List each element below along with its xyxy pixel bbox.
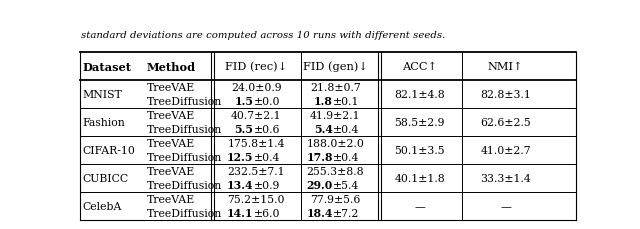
Text: 40.7±2.1: 40.7±2.1 (231, 110, 282, 120)
Text: ±0.4: ±0.4 (253, 152, 280, 162)
Text: TreeDiffusion: TreeDiffusion (147, 152, 222, 162)
Text: 12.5: 12.5 (227, 152, 253, 162)
Text: 5.4: 5.4 (314, 124, 333, 135)
Text: 40.1±1.8: 40.1±1.8 (394, 173, 445, 183)
Text: 255.3±8.8: 255.3±8.8 (307, 166, 364, 176)
Text: 50.1±3.5: 50.1±3.5 (394, 145, 445, 155)
Text: CelebA: CelebA (83, 201, 122, 211)
Text: Fashion: Fashion (83, 117, 125, 127)
Text: standard deviations are computed across 10 runs with different seeds.: standard deviations are computed across … (81, 31, 446, 40)
Text: ±0.1: ±0.1 (333, 96, 360, 106)
Text: 18.4: 18.4 (307, 207, 333, 218)
Text: 62.6±2.5: 62.6±2.5 (480, 117, 531, 127)
Text: 82.1±4.8: 82.1±4.8 (394, 89, 445, 99)
Text: ±5.4: ±5.4 (333, 180, 359, 190)
Text: CIFAR-10: CIFAR-10 (83, 145, 135, 155)
Text: —: — (500, 201, 511, 211)
Text: MNIST: MNIST (83, 89, 122, 99)
Text: ±0.4: ±0.4 (333, 124, 359, 134)
Text: TreeVAE: TreeVAE (147, 110, 195, 120)
Text: 29.0: 29.0 (307, 179, 333, 190)
Text: —: — (414, 201, 425, 211)
Text: TreeVAE: TreeVAE (147, 82, 195, 92)
Text: 1.5: 1.5 (235, 96, 253, 107)
Text: TreeDiffusion: TreeDiffusion (147, 124, 222, 134)
Text: TreeDiffusion: TreeDiffusion (147, 96, 222, 106)
Text: FID (gen)↓: FID (gen)↓ (303, 61, 368, 72)
Text: CUBICC: CUBICC (83, 173, 129, 183)
Text: TreeVAE: TreeVAE (147, 166, 195, 176)
Text: ±7.2: ±7.2 (333, 208, 359, 218)
Text: Dataset: Dataset (83, 61, 131, 72)
Text: 82.8±3.1: 82.8±3.1 (480, 89, 531, 99)
Text: 188.0±2.0: 188.0±2.0 (307, 138, 364, 148)
Text: ±0.9: ±0.9 (253, 180, 280, 190)
Text: 75.2±15.0: 75.2±15.0 (227, 194, 285, 204)
Text: TreeVAE: TreeVAE (147, 138, 195, 148)
Text: 41.0±2.7: 41.0±2.7 (480, 145, 531, 155)
Text: 232.5±7.1: 232.5±7.1 (227, 166, 285, 176)
Text: 77.9±5.6: 77.9±5.6 (310, 194, 360, 204)
Text: 14.1: 14.1 (227, 207, 253, 218)
Text: 5.5: 5.5 (235, 124, 253, 135)
Text: ±0.4: ±0.4 (333, 152, 359, 162)
Text: 41.9±2.1: 41.9±2.1 (310, 110, 361, 120)
Text: TreeDiffusion: TreeDiffusion (147, 180, 222, 190)
Text: 175.8±1.4: 175.8±1.4 (227, 138, 285, 148)
Text: 13.4: 13.4 (227, 179, 253, 190)
Text: 33.3±1.4: 33.3±1.4 (480, 173, 531, 183)
Text: TreeVAE: TreeVAE (147, 194, 195, 204)
Text: ±6.0: ±6.0 (253, 208, 280, 218)
Text: 1.8: 1.8 (314, 96, 333, 107)
Text: TreeDiffusion: TreeDiffusion (147, 208, 222, 218)
Text: 24.0±0.9: 24.0±0.9 (231, 82, 282, 92)
Text: 58.5±2.9: 58.5±2.9 (394, 117, 445, 127)
Text: 17.8: 17.8 (307, 152, 333, 162)
Text: ACC↑: ACC↑ (403, 62, 437, 72)
Text: ±0.0: ±0.0 (253, 96, 280, 106)
Text: FID (rec)↓: FID (rec)↓ (225, 62, 287, 72)
Text: NMI↑: NMI↑ (488, 62, 524, 72)
Text: ±0.6: ±0.6 (253, 124, 280, 134)
Text: Method: Method (147, 61, 196, 72)
Text: 21.8±0.7: 21.8±0.7 (310, 82, 361, 92)
